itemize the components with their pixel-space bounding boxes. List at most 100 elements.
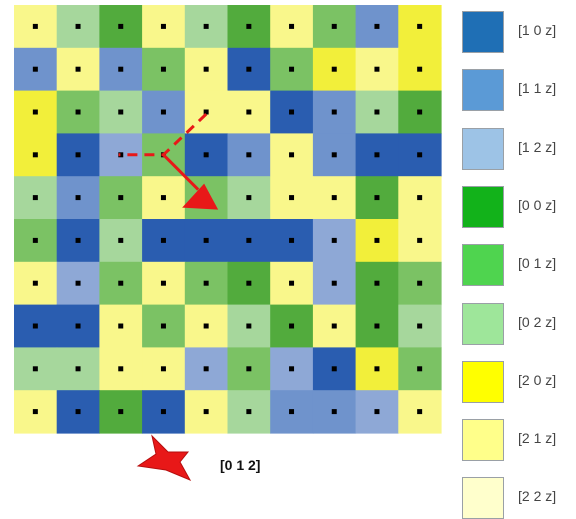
- cell-marker: [32, 323, 38, 329]
- cell-marker: [75, 109, 81, 115]
- cell-marker: [374, 409, 380, 415]
- cell-marker: [32, 366, 38, 372]
- cell-marker: [374, 109, 380, 115]
- cell-marker: [417, 323, 423, 329]
- cell-marker: [417, 409, 423, 415]
- cell-marker: [246, 195, 252, 201]
- cell-marker: [160, 109, 166, 115]
- cell-marker: [417, 152, 423, 158]
- cell-marker: [289, 237, 295, 243]
- cell-marker: [246, 152, 252, 158]
- cell-marker: [32, 66, 38, 72]
- cell-marker: [75, 195, 81, 201]
- cell-marker: [289, 280, 295, 286]
- cell-marker: [331, 23, 337, 29]
- cell-marker: [417, 109, 423, 115]
- legend-item: [1 2 z]: [462, 127, 576, 170]
- cell-marker: [331, 152, 337, 158]
- legend-swatch: [462, 127, 504, 170]
- legend-label: [0 0 z]: [518, 196, 557, 213]
- cell-marker: [203, 66, 209, 72]
- legend-swatch: [462, 419, 504, 462]
- cell-marker: [374, 23, 380, 29]
- cell-marker: [246, 366, 252, 372]
- agent-icon: [136, 434, 192, 482]
- legend-swatch: [462, 185, 504, 228]
- cell-marker: [374, 366, 380, 372]
- cell-marker: [374, 280, 380, 286]
- cell-marker: [160, 23, 166, 29]
- cell-marker: [118, 237, 124, 243]
- cell-marker: [203, 152, 209, 158]
- legend-item: [2 0 z]: [462, 360, 576, 403]
- cell-marker: [32, 23, 38, 29]
- legend-item: [0 0 z]: [462, 185, 576, 228]
- cell-marker: [331, 66, 337, 72]
- cell-marker: [331, 409, 337, 415]
- cell-marker: [32, 152, 38, 158]
- cell-marker: [417, 366, 423, 372]
- cell-marker: [118, 366, 124, 372]
- cell-marker: [75, 152, 81, 158]
- cell-marker: [374, 66, 380, 72]
- cell-marker: [289, 195, 295, 201]
- grid-world: [14, 5, 442, 482]
- cell-marker: [118, 109, 124, 115]
- cell-marker: [32, 280, 38, 286]
- cell-marker: [246, 23, 252, 29]
- cell-marker: [75, 409, 81, 415]
- legend-item: [1 0 z]: [462, 11, 576, 53]
- cell-marker: [289, 323, 295, 329]
- cell-marker: [118, 195, 124, 201]
- legend-item: [2 1 z]: [462, 419, 576, 462]
- cell-marker: [32, 195, 38, 201]
- cell-marker: [203, 409, 209, 415]
- legend-item: [1 1 z]: [462, 69, 576, 112]
- cell-marker: [289, 109, 295, 115]
- cell-marker: [331, 366, 337, 372]
- cell-marker: [203, 280, 209, 286]
- cell-marker: [203, 109, 209, 115]
- cell-marker: [32, 409, 38, 415]
- legend-label: [1 1 z]: [518, 80, 557, 97]
- cell-marker: [289, 23, 295, 29]
- cell-marker: [289, 409, 295, 415]
- cell-marker: [417, 280, 423, 286]
- cell-marker: [32, 109, 38, 115]
- cell-marker: [203, 23, 209, 29]
- cell-marker: [289, 152, 295, 158]
- cell-marker: [374, 195, 380, 201]
- cell-marker: [160, 366, 166, 372]
- cell-marker: [246, 323, 252, 329]
- cell-marker: [75, 23, 81, 29]
- cell-marker: [246, 66, 252, 72]
- cell-marker: [75, 323, 81, 329]
- cell-marker: [160, 237, 166, 243]
- legend-swatch: [462, 244, 504, 287]
- cell-marker: [118, 152, 124, 158]
- path-solid-segment: [162, 153, 200, 191]
- legend-label: [1 0 z]: [518, 22, 557, 38]
- cell-marker: [246, 109, 252, 115]
- cell-marker: [118, 409, 124, 415]
- cell-marker: [417, 195, 423, 201]
- cell-marker: [289, 66, 295, 72]
- legend-label: [1 2 z]: [518, 138, 557, 155]
- legend: [1 0 z] [1 1 z] [1 2 z] [0 0 z] [0 1 z] [0 2 …: [462, 0, 576, 519]
- cell-marker: [331, 195, 337, 201]
- cell-marker: [331, 280, 337, 286]
- cell-marker: [118, 280, 124, 286]
- cell-marker: [75, 366, 81, 372]
- agent-path: [118, 113, 219, 210]
- legend-item: [0 2 z]: [462, 302, 576, 345]
- cell-marker: [118, 323, 124, 329]
- cell-marker: [417, 237, 423, 243]
- legend-item: [2 2 z]: [462, 477, 576, 519]
- cell-marker: [417, 66, 423, 72]
- legend-label: [2 2 z]: [518, 488, 557, 505]
- cell-marker: [246, 409, 252, 415]
- legend-label: [0 2 z]: [518, 313, 557, 330]
- cell-marker: [203, 366, 209, 372]
- cell-marker: [32, 237, 38, 243]
- cell-marker: [289, 366, 295, 372]
